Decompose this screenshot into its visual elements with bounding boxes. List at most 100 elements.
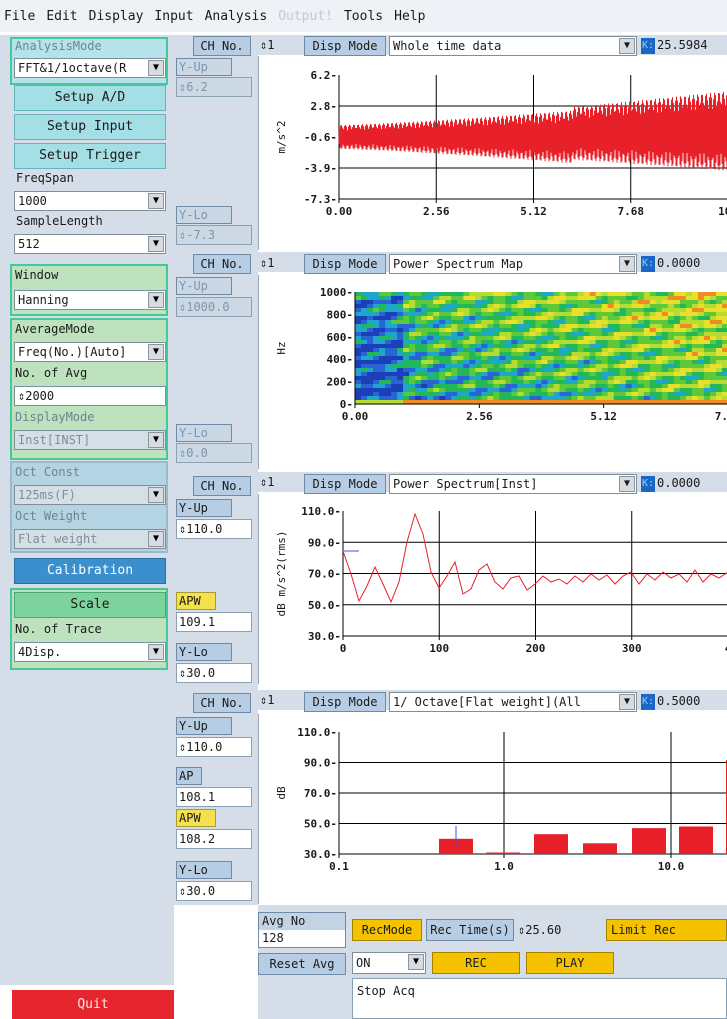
display-mode-select[interactable]: Inst[INST] ▼ bbox=[14, 430, 166, 450]
heatmap-cell bbox=[631, 336, 639, 341]
panel-1-disp-mode-select[interactable]: Whole time data ▼ bbox=[389, 36, 637, 56]
reset-avg-button[interactable]: Reset Avg bbox=[258, 953, 346, 975]
heatmap-cell bbox=[667, 364, 675, 369]
heatmap-cell bbox=[722, 312, 727, 317]
menu-file[interactable]: File bbox=[4, 8, 36, 24]
heatmap-cell bbox=[499, 384, 506, 389]
panel-4-ch-no-button[interactable]: CH No. bbox=[193, 693, 251, 713]
panel-1-y-up-input[interactable]: ⇕6.2 bbox=[176, 77, 252, 97]
heatmap-cell bbox=[379, 340, 386, 345]
chevron-down-icon[interactable]: ▼ bbox=[148, 193, 164, 209]
menu-input[interactable]: Input bbox=[154, 8, 194, 24]
chevron-down-icon[interactable]: ▼ bbox=[148, 60, 164, 76]
menu-analysis[interactable]: Analysis bbox=[204, 8, 268, 24]
quit-button[interactable]: Quit bbox=[12, 990, 174, 1019]
rec-button[interactable]: REC bbox=[432, 952, 520, 974]
panel-2-disp-mode-button[interactable]: Disp Mode bbox=[304, 254, 386, 274]
analysis-mode-select[interactable]: FFT&1/1octave(R ▼ bbox=[14, 58, 166, 78]
play-button[interactable]: PLAY bbox=[526, 952, 614, 974]
chevron-down-icon[interactable]: ▼ bbox=[148, 432, 164, 448]
oct-const-select[interactable]: 125ms(F) ▼ bbox=[14, 485, 166, 505]
panel-3-disp-mode-select[interactable]: Power Spectrum[Inst] ▼ bbox=[389, 474, 637, 494]
rec-on-select[interactable]: ON ▼ bbox=[352, 952, 426, 974]
setup-trigger-button[interactable]: Setup Trigger bbox=[14, 143, 166, 169]
panel-2-ch-no-button[interactable]: CH No. bbox=[193, 254, 251, 274]
panel-3-ch-no-button[interactable]: CH No. bbox=[193, 476, 251, 496]
menu-display[interactable]: Display bbox=[88, 8, 144, 24]
rec-time-input[interactable]: ⇕25.60 bbox=[518, 923, 562, 937]
chevron-down-icon[interactable]: ▼ bbox=[619, 256, 635, 272]
average-mode-select[interactable]: Freq(No.)[Auto] ▼ bbox=[14, 342, 166, 362]
heatmap-cell bbox=[445, 392, 452, 397]
heatmap-cell bbox=[451, 308, 458, 313]
heatmap-cell bbox=[493, 332, 500, 337]
panel-4-ch-select[interactable]: ⇕1 bbox=[260, 693, 275, 707]
panel-2-y-up-input[interactable]: ⇕1000.0 bbox=[176, 297, 252, 317]
heatmap-cell bbox=[601, 344, 609, 349]
chevron-down-icon[interactable]: ▼ bbox=[148, 292, 164, 308]
heatmap-cell bbox=[697, 324, 705, 329]
panel-4-disp-mode-button[interactable]: Disp Mode bbox=[304, 692, 386, 712]
panel-4-disp-mode-select[interactable]: 1/ Octave[Flat weight](All ▼ bbox=[389, 692, 637, 712]
oct-weight-select[interactable]: Flat weight ▼ bbox=[14, 529, 166, 549]
calibration-button[interactable]: Calibration bbox=[14, 558, 166, 584]
panel-3-disp-mode-button[interactable]: Disp Mode bbox=[304, 474, 386, 494]
chevron-down-icon[interactable]: ▼ bbox=[619, 694, 635, 710]
heatmap-cell bbox=[703, 312, 711, 317]
chevron-down-icon[interactable]: ▼ bbox=[148, 344, 164, 360]
heatmap-cell bbox=[541, 360, 549, 365]
panel-2-y-lo-input[interactable]: ⇕0.0 bbox=[176, 443, 252, 463]
heatmap-cell bbox=[625, 320, 633, 325]
spinner-icon[interactable]: ⇕ bbox=[18, 389, 26, 403]
chevron-down-icon[interactable]: ▼ bbox=[148, 236, 164, 252]
chevron-down-icon[interactable]: ▼ bbox=[148, 531, 164, 547]
chevron-down-icon[interactable]: ▼ bbox=[619, 476, 635, 492]
setup-ad-button[interactable]: Setup A/D bbox=[14, 85, 166, 111]
panel-3-y-up-input[interactable]: ⇕110.0 bbox=[176, 519, 252, 539]
heatmap-cell bbox=[595, 352, 603, 357]
panel-1-ch-no-button[interactable]: CH No. bbox=[193, 36, 251, 56]
menu-edit[interactable]: Edit bbox=[46, 8, 78, 24]
heatmap-cell bbox=[679, 348, 687, 353]
scale-button[interactable]: Scale bbox=[14, 592, 166, 618]
heatmap-cell bbox=[685, 348, 693, 353]
panel-1-disp-mode-button[interactable]: Disp Mode bbox=[304, 36, 386, 56]
window-select[interactable]: Hanning ▼ bbox=[14, 290, 166, 310]
heatmap-cell bbox=[722, 328, 727, 333]
no-of-avg-input[interactable]: ⇕2000 bbox=[14, 386, 166, 406]
panel-4-y-up-input[interactable]: ⇕110.0 bbox=[176, 737, 252, 757]
chevron-down-icon[interactable]: ▼ bbox=[148, 487, 164, 503]
heatmap-cell bbox=[710, 392, 717, 397]
heatmap-cell bbox=[655, 380, 663, 385]
panel-3-ch-select[interactable]: ⇕1 bbox=[260, 475, 275, 489]
heatmap-cell bbox=[571, 372, 579, 377]
setup-input-button[interactable]: Setup Input bbox=[14, 114, 166, 140]
panel-3-y-lo-input[interactable]: ⇕30.0 bbox=[176, 663, 252, 683]
heatmap-cell bbox=[361, 360, 368, 365]
panel-4-y-lo-input[interactable]: ⇕30.0 bbox=[176, 881, 252, 901]
heatmap-cell bbox=[589, 316, 597, 321]
menu-output[interactable]: Output! bbox=[278, 8, 333, 24]
limit-rec-button[interactable]: Limit Rec bbox=[606, 919, 727, 941]
no-of-trace-select[interactable]: 4Disp. ▼ bbox=[14, 642, 166, 662]
rec-mode-button[interactable]: RecMode bbox=[352, 919, 422, 941]
octave-bar bbox=[583, 843, 617, 854]
heatmap-cell bbox=[487, 360, 494, 365]
freq-span-select[interactable]: 1000 ▼ bbox=[14, 191, 166, 211]
heatmap-cell bbox=[722, 296, 727, 301]
menu-help[interactable]: Help bbox=[394, 8, 426, 24]
chevron-down-icon[interactable]: ▼ bbox=[148, 644, 164, 660]
heatmap-cell bbox=[373, 380, 380, 385]
heatmap-cell bbox=[565, 308, 573, 313]
chevron-down-icon[interactable]: ▼ bbox=[408, 954, 424, 970]
rec-time-button[interactable]: Rec Time(s) bbox=[426, 919, 514, 941]
menu-tools[interactable]: Tools bbox=[343, 8, 384, 24]
panel-1-y-lo-input[interactable]: ⇕-7.3 bbox=[176, 225, 252, 245]
sample-length-select[interactable]: 512 ▼ bbox=[14, 234, 166, 254]
panel-2-disp-mode-select[interactable]: Power Spectrum Map ▼ bbox=[389, 254, 637, 274]
panel-1-ch-select[interactable]: ⇕1 bbox=[260, 38, 275, 52]
panel-1-y-up-value: 6.2 bbox=[186, 80, 208, 94]
heatmap-cell bbox=[529, 372, 537, 377]
panel-2-ch-select[interactable]: ⇕1 bbox=[260, 256, 275, 270]
chevron-down-icon[interactable]: ▼ bbox=[619, 38, 635, 54]
